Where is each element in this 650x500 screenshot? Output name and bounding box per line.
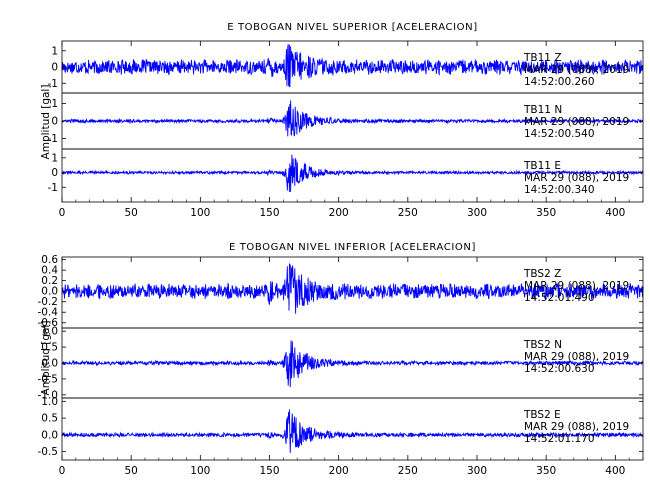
x-tick-label: 0	[59, 207, 66, 219]
y-tick-label: 0.5	[41, 413, 58, 425]
x-tick-label: 350	[536, 465, 556, 477]
x-tick-label: 100	[190, 207, 210, 219]
waveform-trace	[61, 263, 644, 314]
x-tick-label: 200	[329, 465, 349, 477]
record-time: 14:52:00.340	[524, 184, 595, 196]
y-tick-label: 1.0	[41, 326, 58, 338]
x-tick-label: 0	[59, 465, 66, 477]
record-time: 14:52:00.540	[524, 128, 595, 140]
waveform-trace	[61, 154, 644, 193]
y-tick-label: -0.5	[38, 446, 59, 458]
x-tick-label: 150	[259, 465, 279, 477]
station-component-label: TBS2 E	[523, 409, 561, 421]
y-tick-label: 1	[51, 98, 58, 110]
station-component-label: TBS2 N	[523, 339, 562, 351]
seismogram-chart-2: E TOBOGAN NIVEL INFERIOR [ACELERACION] Am…	[38, 242, 644, 477]
x-tick-label: 400	[605, 207, 625, 219]
x-tick-label: 150	[259, 207, 279, 219]
y-tick-label: -0.5	[38, 373, 59, 385]
y-tick-label: -1	[48, 78, 58, 90]
station-component-label: TBS2 Z	[523, 268, 561, 280]
station-component-label: TB11 E	[523, 160, 561, 172]
y-axis-label: Amplitud [gal]	[40, 85, 52, 160]
y-tick-label: 1.0	[41, 396, 58, 408]
y-tick-label: -1	[48, 182, 58, 194]
station-component-label: TB11 N	[523, 104, 562, 116]
waveform-trace	[61, 409, 644, 453]
y-axis-label: Amplitud [gal]	[40, 321, 52, 396]
waveform-trace	[61, 340, 644, 388]
station-component-label: TB11 Z	[523, 52, 562, 64]
x-tick-label: 250	[398, 207, 418, 219]
record-time: 14:52:00.260	[524, 76, 595, 88]
x-tick-label: 50	[124, 465, 137, 477]
y-tick-label: -1	[48, 133, 58, 145]
waveform-trace	[61, 100, 644, 137]
x-tick-label: 400	[605, 465, 625, 477]
record-date: MAR 29 (088), 2019	[524, 421, 629, 433]
y-tick-label: 0	[51, 116, 58, 128]
record-date: MAR 29 (088), 2019	[524, 351, 629, 363]
y-tick-label: 0.0	[41, 358, 58, 370]
y-tick-label: 0.4	[41, 265, 58, 277]
record-date: MAR 29 (088), 2019	[524, 172, 629, 184]
y-tick-label: -0.2	[38, 296, 59, 308]
x-tick-label: 350	[536, 207, 556, 219]
x-tick-label: 200	[329, 207, 349, 219]
y-tick-label: 0.5	[41, 342, 58, 354]
y-tick-label: 0	[51, 62, 58, 74]
chart-title: E TOBOGAN NIVEL INFERIOR [ACELERACION]	[229, 242, 476, 253]
x-tick-label: 300	[467, 465, 487, 477]
y-tick-label: 0.0	[41, 429, 58, 441]
x-tick-label: 100	[190, 465, 210, 477]
y-tick-label: -0.6	[38, 317, 59, 329]
record-time: 14:52:01.490	[524, 292, 595, 304]
chart-title: E TOBOGAN NIVEL SUPERIOR [ACELERACION]	[227, 22, 477, 33]
record-date: MAR 29 (088), 2019	[524, 280, 629, 292]
record-date: MAR 29 (088), 2019	[524, 116, 629, 128]
y-tick-label: 0	[51, 167, 58, 179]
y-tick-label: 0.0	[41, 286, 58, 298]
waveform-trace	[61, 44, 644, 87]
y-tick-label: 0.2	[41, 275, 58, 287]
x-tick-label: 250	[398, 465, 418, 477]
y-tick-label: 1	[51, 152, 58, 164]
record-date: MAR 29 (088), 2019	[524, 64, 629, 76]
y-tick-label: -1.0	[38, 389, 59, 401]
record-time: 14:52:00.630	[524, 363, 595, 375]
record-time: 14:52:01.170	[524, 433, 595, 445]
x-tick-label: 50	[124, 207, 137, 219]
y-tick-label: 0.6	[41, 254, 58, 266]
seismogram-chart-1: E TOBOGAN NIVEL SUPERIOR [ACELERACION] Am…	[40, 22, 644, 219]
y-tick-label: 1	[51, 45, 58, 57]
y-tick-label: -0.4	[38, 307, 59, 319]
x-tick-label: 300	[467, 207, 487, 219]
